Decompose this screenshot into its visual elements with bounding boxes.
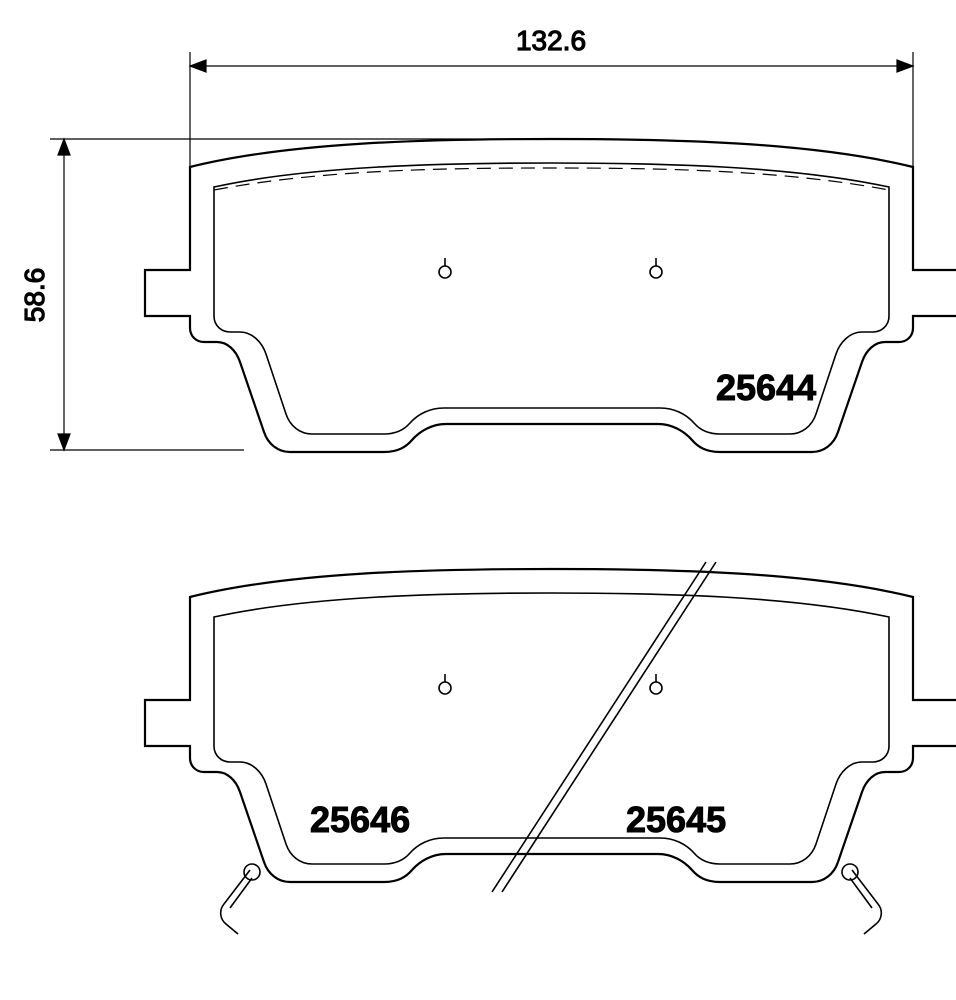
dimension-width-label: 132.6 (516, 25, 586, 56)
wear-clip-left (221, 864, 260, 934)
pad-top-outline (145, 139, 956, 452)
pad-top-partno: 25644 (716, 367, 816, 408)
pad-top: 25644 (145, 139, 956, 452)
pad-bottom-split-2 (502, 562, 716, 892)
pad-bottom-left-partno: 25646 (310, 799, 410, 840)
pad-bottom-split-1 (492, 562, 706, 892)
pad-bottom-hole-left (439, 682, 451, 694)
pad-bottom-right-partno: 25645 (626, 799, 726, 840)
dimension-height-label: 58.6 (19, 268, 50, 323)
dimension-width: 132.6 (190, 25, 913, 167)
pad-bottom-hole-right (650, 682, 662, 694)
pad-top-hole-right (650, 266, 662, 278)
pad-top-hole-left (439, 266, 451, 278)
pad-bottom: 25646 25645 (145, 562, 956, 934)
dimension-height: 58.6 (19, 139, 540, 450)
technical-drawing: 132.6 58.6 25644 (0, 0, 956, 1000)
wear-clip-right (842, 864, 881, 934)
pad-bottom-outline (145, 569, 956, 882)
